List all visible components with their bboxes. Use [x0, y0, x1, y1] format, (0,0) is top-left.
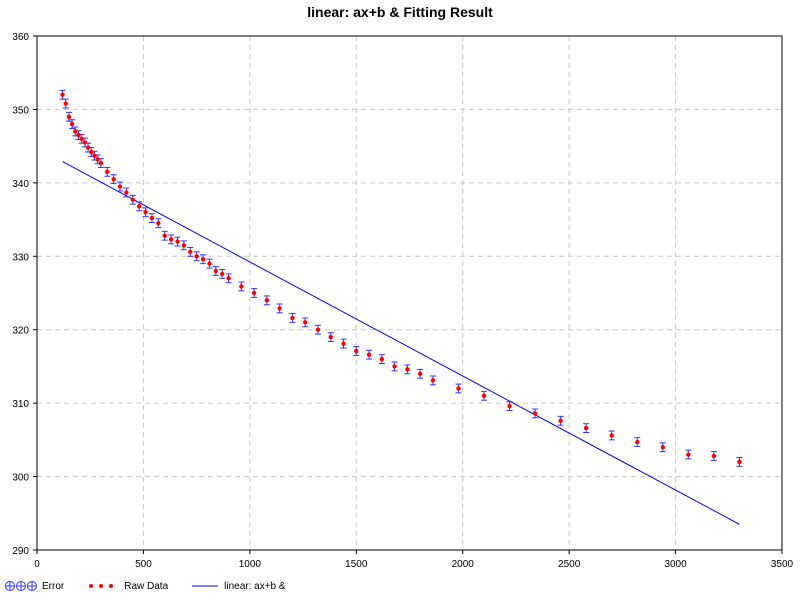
y-tick-label: 310	[12, 399, 29, 410]
raw-data-point	[66, 114, 72, 119]
raw-data-point	[277, 306, 282, 311]
raw-data-point	[341, 341, 346, 346]
axis-ticks: 0 500 1000 1500 2000 2500 3000 3500 290 300 310 320…	[12, 32, 793, 570]
raw-data-point	[76, 132, 81, 138]
raw-data-point	[98, 160, 104, 166]
raw-data-point	[239, 284, 244, 289]
raw-data-point	[264, 298, 270, 303]
raw-data-point	[89, 149, 94, 155]
raw-data-point	[194, 254, 199, 259]
raw-data-point	[583, 425, 589, 431]
fit-line	[62, 161, 740, 525]
fit-line-legend-icon	[192, 585, 219, 587]
raw-data-point	[290, 315, 295, 321]
legend: Error Raw Data linear: ax+b &	[4, 578, 308, 594]
raw-data-point	[226, 276, 231, 281]
raw-data-point	[251, 290, 257, 296]
raw-data-legend-icon	[89, 584, 114, 588]
raw-data-point	[456, 386, 461, 391]
raw-data-point	[60, 92, 65, 97]
raw-data-point	[188, 249, 193, 255]
raw-data-point	[143, 210, 148, 215]
raw-data-point	[168, 237, 174, 242]
raw-data-point	[711, 453, 717, 459]
raw-data-point	[558, 418, 563, 423]
raw-data-point	[63, 101, 68, 106]
raw-data-point	[162, 233, 167, 238]
raw-data-point	[660, 445, 665, 450]
raw-data-point	[315, 327, 321, 332]
raw-data-point	[328, 334, 333, 340]
x-tick-label: 3000	[664, 559, 687, 570]
legend-label-raw-data: Raw Data	[124, 580, 169, 592]
raw-data-point	[507, 403, 512, 409]
x-tick-label: 2000	[452, 559, 475, 570]
raw-data-point	[130, 197, 135, 202]
raw-data-point	[354, 348, 359, 354]
plot-area	[37, 36, 782, 550]
raw-data-point	[686, 452, 691, 457]
raw-data-point	[69, 121, 75, 127]
x-tick-label: 3500	[771, 559, 794, 570]
raw-data-point	[303, 320, 308, 325]
raw-data-point	[737, 459, 742, 465]
raw-data-point	[392, 364, 397, 369]
raw-data-point	[156, 221, 161, 226]
y-tick-label: 340	[12, 179, 29, 190]
y-tick-label: 360	[12, 32, 29, 43]
y-tick-label: 330	[12, 252, 29, 263]
raw-data-point	[175, 239, 180, 244]
legend-label-error: Error	[42, 580, 65, 592]
fit-line-layer	[62, 161, 740, 525]
raw-data-point	[117, 184, 123, 189]
raw-data-point	[111, 176, 116, 182]
legend-entry-error: Error	[4, 580, 64, 592]
grid-lines	[37, 36, 782, 550]
raw-data-point	[105, 169, 110, 175]
raw-data-point	[149, 215, 155, 221]
x-tick-label: 0	[34, 559, 40, 570]
raw-data-point	[73, 129, 78, 134]
raw-data-point	[181, 243, 187, 248]
raw-data-point	[92, 153, 97, 158]
raw-data-point	[609, 433, 614, 438]
raw-data-point	[379, 356, 385, 362]
raw-data-point	[85, 145, 91, 150]
raw-data-point	[136, 204, 142, 209]
raw-data-point	[532, 411, 538, 416]
raw-data-point	[219, 271, 225, 277]
raw-data-point	[405, 367, 410, 372]
x-tick-label: 1500	[345, 559, 368, 570]
raw-data-point	[481, 393, 487, 398]
x-tick-label: 2500	[558, 559, 581, 570]
raw-data-point	[95, 157, 100, 162]
legend-label-fit: linear: ax+b &	[224, 580, 286, 592]
raw-data-point	[430, 378, 436, 383]
plot-frame	[36, 35, 783, 551]
error-legend-icon	[5, 581, 37, 591]
x-tick-label: 1000	[239, 559, 262, 570]
raw-data-point	[207, 261, 212, 266]
y-tick-label: 320	[12, 326, 29, 337]
raw-data-points-layer	[60, 92, 742, 465]
raw-data-point	[213, 268, 218, 274]
raw-data-point	[635, 439, 640, 445]
raw-data-point	[366, 352, 372, 357]
chart-title: linear: ax+b & Fitting Result	[307, 4, 493, 20]
y-tick-label: 290	[12, 546, 29, 557]
raw-data-point	[82, 140, 88, 145]
legend-entry-fit: linear: ax+b &	[190, 580, 286, 592]
raw-data-point	[79, 136, 84, 141]
raw-data-point	[200, 257, 206, 262]
raw-data-point	[417, 371, 423, 376]
raw-data-point	[124, 190, 129, 195]
y-tick-label: 300	[12, 473, 29, 484]
legend-entry-raw-data: Raw Data	[86, 580, 168, 592]
x-tick-label: 500	[135, 559, 152, 570]
y-tick-label: 350	[12, 105, 29, 116]
